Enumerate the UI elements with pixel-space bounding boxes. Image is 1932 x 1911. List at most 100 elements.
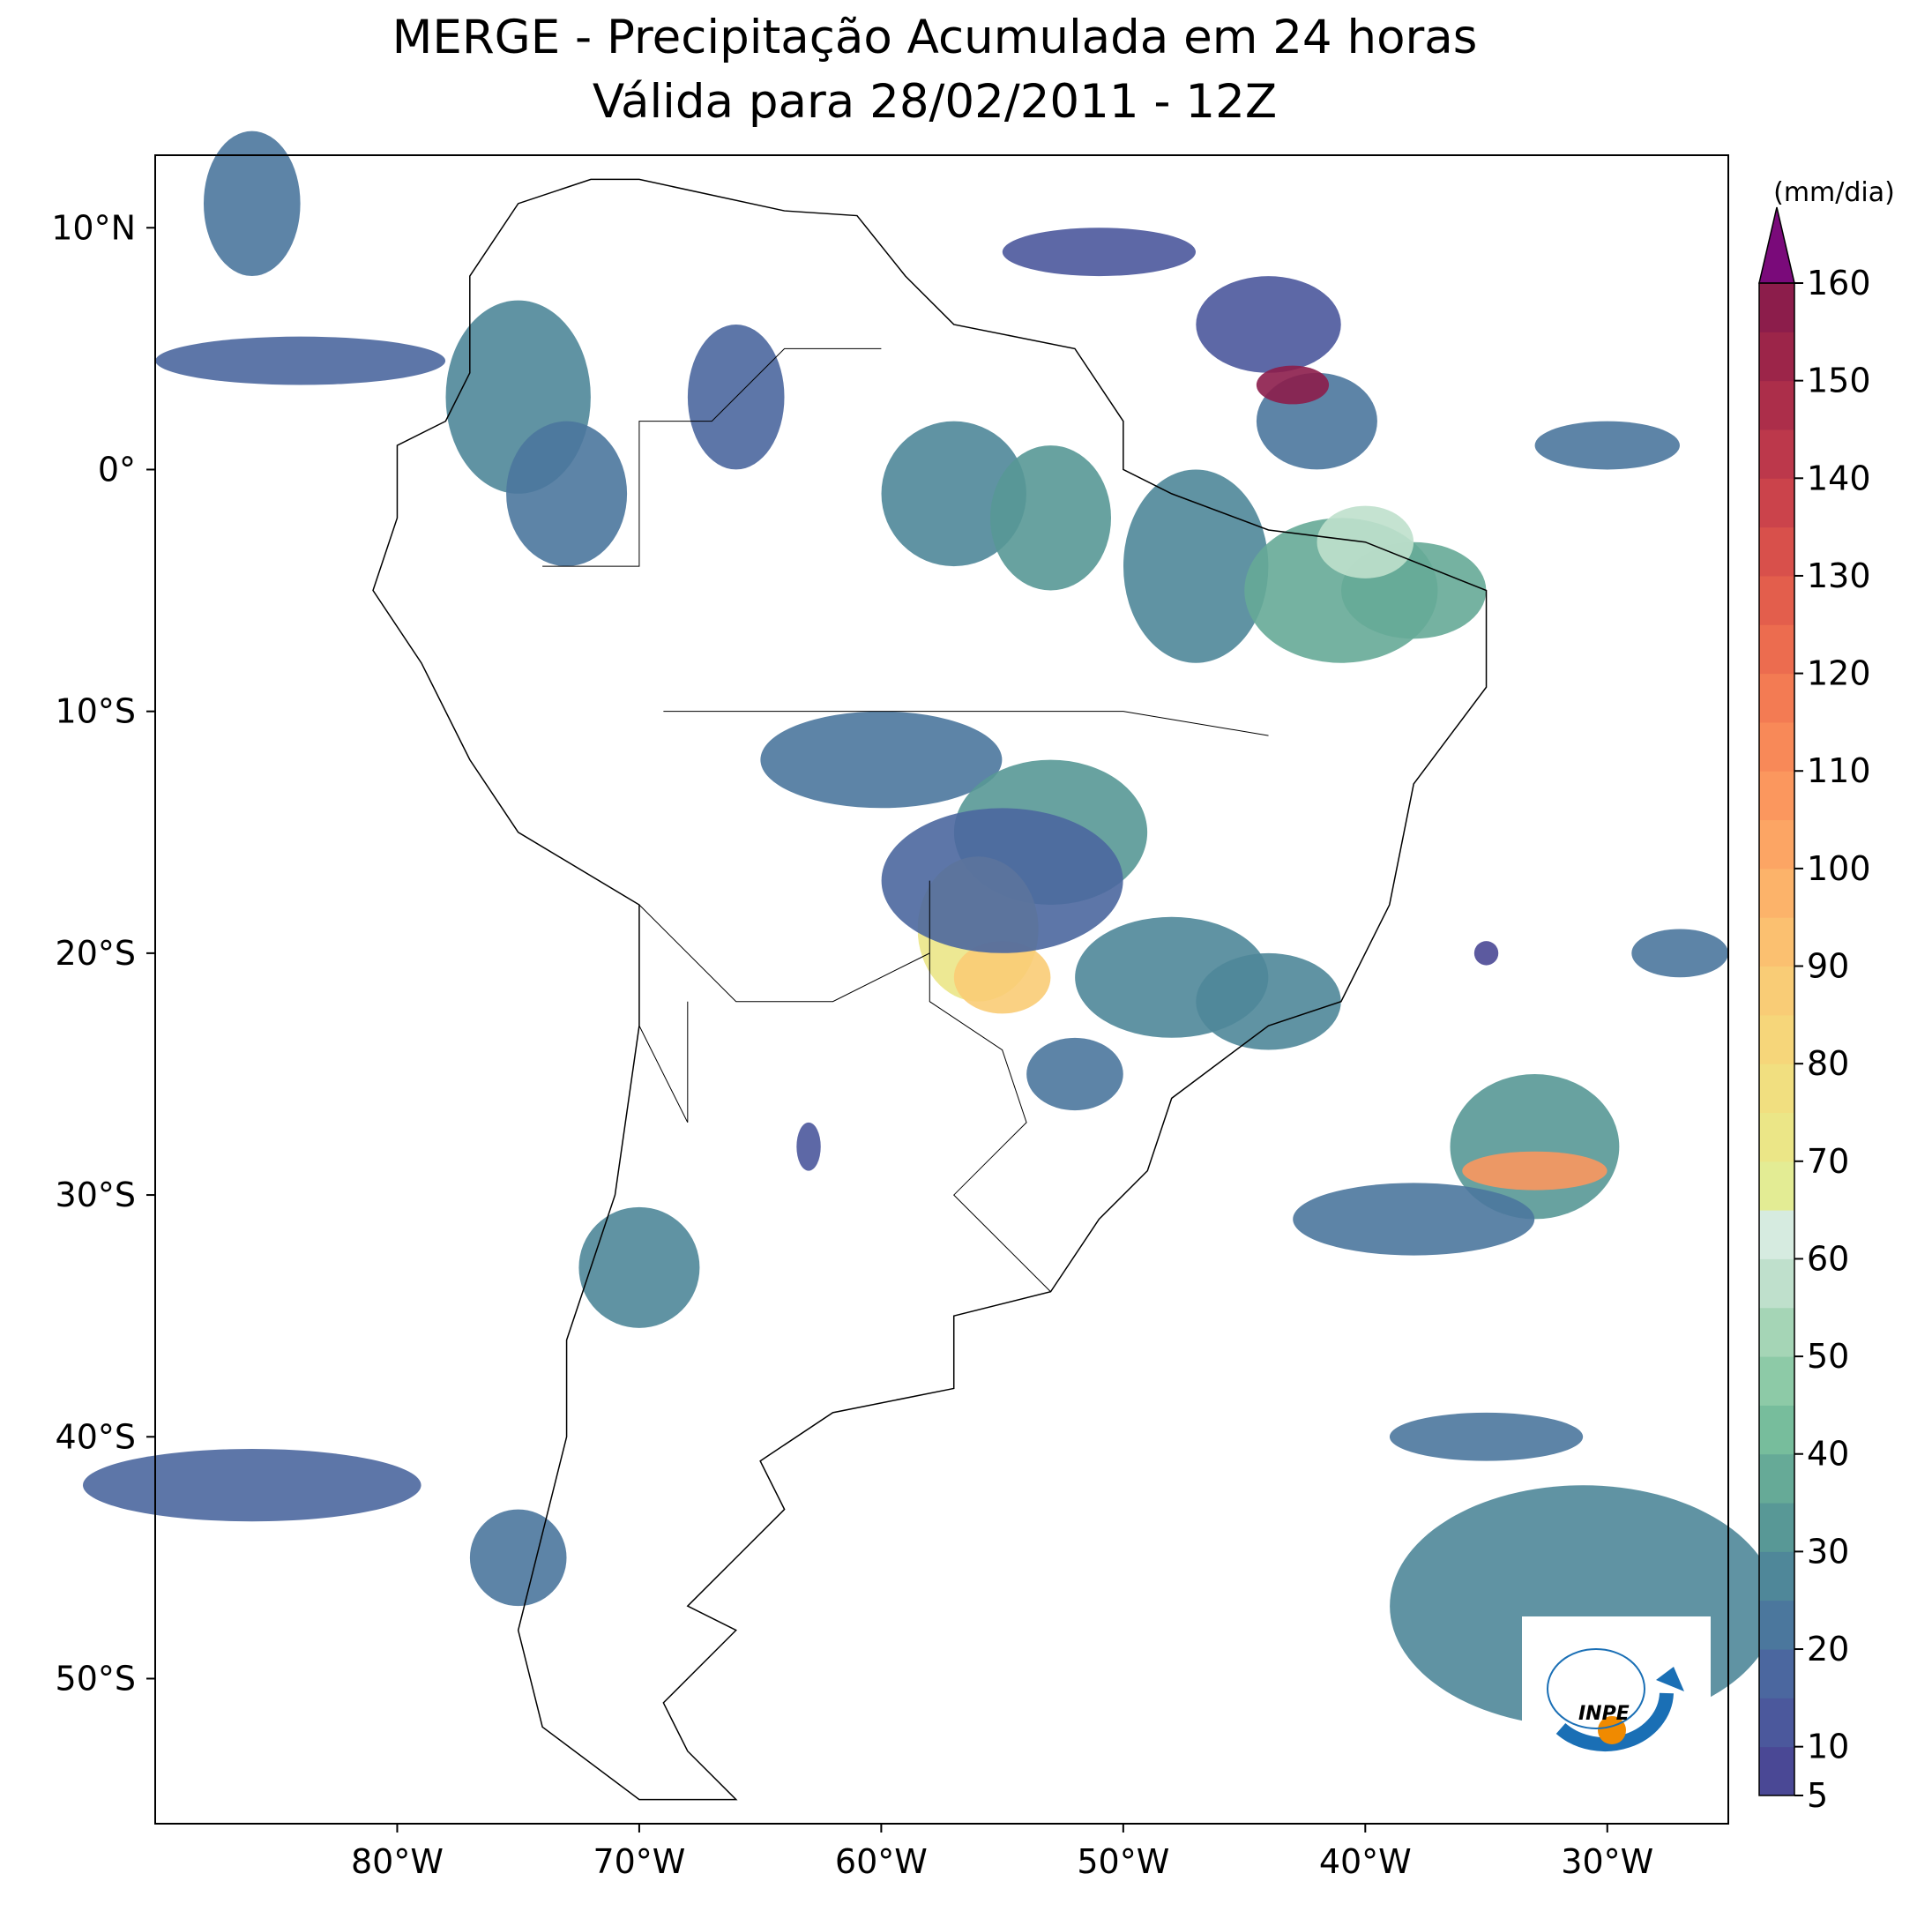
precip-area [881, 808, 1123, 953]
y-tick-label: 10°N [51, 208, 136, 247]
precip-area [1196, 952, 1341, 1050]
colorbar-band [1759, 1649, 1794, 1698]
logo-arrow [1656, 1667, 1684, 1691]
logo-ring [1547, 1648, 1645, 1729]
map-frame [154, 154, 1729, 1825]
y-tick-label: 50°S [56, 1659, 136, 1698]
colorbar-band [1759, 478, 1794, 528]
colorbar-band [1759, 868, 1794, 918]
colorbar-tick-label: 80 [1807, 1044, 1849, 1083]
y-tick-label: 30°S [56, 1176, 136, 1214]
y-tick-label: 40°S [56, 1417, 136, 1456]
precip-area [1293, 1183, 1535, 1256]
precip-area [1123, 469, 1269, 663]
colorbar-frame [1758, 282, 1795, 1796]
colorbar-extend [1758, 206, 1795, 284]
colorbar-tick-label: 90 [1807, 947, 1849, 986]
colorbar-band [1759, 1698, 1794, 1748]
map-area [82, 131, 1777, 1801]
colorbar-band [1759, 526, 1794, 577]
colorbar-band [1759, 429, 1794, 479]
colorbar-band [1759, 917, 1794, 967]
colorbar-band [1759, 332, 1794, 382]
y-tick-label: 10°S [56, 692, 136, 731]
x-tick-label: 60°W [835, 1842, 928, 1881]
colorbar-band [1759, 283, 1794, 332]
x-tick-label: 70°W [593, 1842, 685, 1881]
colorbar-band [1759, 1064, 1794, 1113]
colorbar-band [1759, 1210, 1794, 1259]
colorbar-band [1759, 1112, 1794, 1162]
colorbar-tick-label: 130 [1807, 556, 1871, 595]
colorbar-tick-label: 20 [1807, 1630, 1849, 1668]
precip-area [1026, 1037, 1123, 1111]
precip-area [1473, 941, 1499, 966]
colorbar-band [1759, 1307, 1794, 1357]
subtitle: Válida para 28/02/2011 - 12Z [593, 75, 1277, 129]
colorbar-band [1759, 1551, 1794, 1601]
border [542, 347, 882, 567]
precip-area [155, 336, 446, 385]
colorbar-tick-label: 60 [1807, 1239, 1849, 1278]
colorbar-band [1759, 819, 1794, 870]
logo-text: INPE [1578, 1703, 1630, 1725]
colorbar-band [1759, 380, 1794, 430]
colorbar-band [1759, 1258, 1794, 1309]
y-tick-label: 0° [98, 450, 136, 489]
precip-area [1631, 929, 1728, 978]
precip-area [469, 1509, 567, 1607]
colorbar-tick-label: 5 [1807, 1776, 1828, 1815]
precip-area [1196, 276, 1341, 373]
colorbar-tick-label: 10 [1807, 1728, 1849, 1766]
precip-area [796, 1122, 821, 1171]
colorbar-band [1759, 1161, 1794, 1211]
colorbar-band [1759, 1356, 1794, 1406]
colorbar-band [1759, 966, 1794, 1016]
x-tick-label: 80°W [351, 1842, 444, 1881]
colorbar-band [1759, 624, 1794, 675]
border [638, 904, 930, 1003]
precip-area [1389, 1412, 1584, 1461]
precip-area [203, 131, 301, 277]
logo-swoosh [1555, 1692, 1674, 1752]
x-tick-label: 30°W [1561, 1842, 1653, 1881]
precip-area [1462, 1151, 1608, 1191]
border [929, 880, 1051, 1293]
precip-area [760, 711, 1003, 809]
border [663, 711, 1269, 736]
colorbar-band [1759, 575, 1794, 625]
colorbar-tick-label: 100 [1807, 849, 1871, 888]
precip-area [990, 445, 1112, 591]
border [638, 1001, 689, 1123]
colorbar-band [1759, 721, 1794, 772]
colorbar-band [1759, 1503, 1794, 1552]
colorbar-tick-label: 150 [1807, 362, 1871, 400]
colorbar-band [1759, 1014, 1794, 1064]
precip-area [82, 1449, 421, 1522]
precip-area [1256, 365, 1330, 405]
x-tick-label: 40°W [1319, 1842, 1412, 1881]
precip-area [1002, 228, 1196, 277]
colorbar-tick-label: 120 [1807, 654, 1871, 693]
colorbar-tick-label: 160 [1807, 264, 1871, 302]
colorbar-tick-label: 40 [1807, 1435, 1849, 1474]
x-tick-label: 50°W [1077, 1842, 1169, 1881]
colorbar-band [1759, 1405, 1794, 1455]
precip-area [578, 1206, 700, 1328]
precip-area [1534, 421, 1680, 470]
colorbar-tick-label: 30 [1807, 1532, 1849, 1571]
colorbar-tick-label: 110 [1807, 751, 1871, 790]
colorbar-band [1759, 1600, 1794, 1650]
y-tick-label: 20°S [56, 934, 136, 973]
colorbar-band [1759, 1453, 1794, 1504]
coastline [372, 178, 1488, 1801]
colorbar-band [1759, 771, 1794, 821]
title: MERGE - Precipitação Acumulada em 24 hor… [392, 11, 1478, 64]
precip-area [953, 941, 1051, 1014]
colorbar-tick-label: 50 [1807, 1337, 1849, 1376]
colorbar-band [1759, 673, 1794, 723]
colorbar-label: (mm/dia) [1773, 177, 1895, 208]
colorbar-tick-label: 140 [1807, 459, 1871, 497]
colorbar-tick-label: 70 [1807, 1142, 1849, 1181]
